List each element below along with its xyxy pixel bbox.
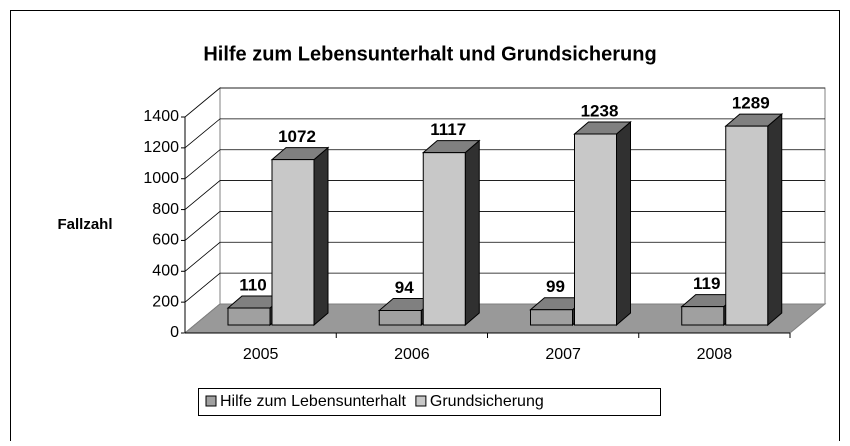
y-tick-label: 800 (152, 201, 179, 218)
bar-side (464, 139, 480, 327)
bar-front (574, 133, 617, 326)
y-tick-label: 0 (170, 324, 179, 341)
data-label: 1072 (278, 127, 316, 146)
bar-front (378, 309, 422, 326)
bar-front (530, 309, 573, 326)
data-label: 1238 (581, 101, 619, 120)
bar-front (422, 152, 466, 326)
y-axis-label: Fallzahl (57, 216, 112, 233)
x-tick-label: 2007 (545, 346, 581, 363)
data-label: 94 (395, 278, 414, 297)
bar-front (681, 306, 725, 326)
x-tick-label: 2005 (243, 346, 279, 363)
grid-line (184, 118, 825, 149)
bar-side (313, 146, 329, 327)
bar-side (767, 113, 783, 327)
legend-box (198, 388, 661, 416)
legend-swatch (415, 395, 427, 407)
legend: Hilfe zum Lebensunterhalt Grundsicherung (198, 388, 661, 416)
bar-front (271, 159, 315, 326)
bar (421, 139, 481, 327)
side-wall (184, 86, 221, 335)
bar (377, 297, 437, 327)
bar-front (227, 307, 271, 326)
y-tick-label: 200 (152, 293, 179, 310)
y-tick-label: 1000 (143, 170, 179, 187)
data-label: 99 (546, 277, 565, 296)
data-label: 1117 (430, 120, 466, 139)
legend-label: Hilfe zum Lebensunterhalt (220, 393, 406, 410)
chart-title: Hilfe zum Lebensunterhalt und Grundsiche… (203, 43, 656, 65)
y-tick-label: 600 (152, 232, 179, 249)
x-tick-label: 2008 (697, 346, 733, 363)
bar (573, 120, 632, 327)
bar-side (616, 120, 631, 327)
y-tick-label: 400 (152, 263, 179, 280)
bar-front (725, 125, 769, 326)
legend-label: Grundsicherung (430, 393, 544, 410)
data-label: 110 (239, 276, 266, 295)
bar (724, 113, 784, 327)
y-tick-label: 1200 (143, 139, 179, 156)
bar (270, 146, 330, 327)
data-label: 119 (693, 274, 720, 293)
x-tick-label: 2006 (394, 346, 430, 363)
grid-line (184, 87, 825, 118)
y-tick-label: 1400 (143, 108, 179, 125)
legend-swatch (205, 395, 217, 407)
data-label: 1289 (732, 94, 770, 113)
